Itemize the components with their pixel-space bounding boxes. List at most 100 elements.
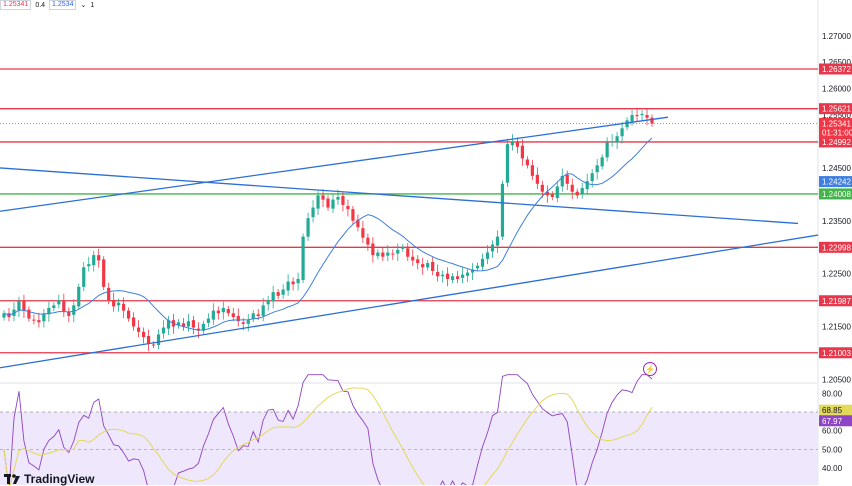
candle-body[interactable] [530,165,534,176]
candle-body[interactable] [460,274,465,278]
candle-body[interactable] [306,218,310,237]
candle-body[interactable] [67,311,71,316]
candle-body[interactable] [261,305,265,316]
candle-body[interactable] [72,305,76,315]
candle-body[interactable] [391,253,395,255]
candle-body[interactable] [32,319,36,321]
candle-body[interactable] [42,313,46,322]
candle-body[interactable] [156,334,161,345]
candle-body[interactable] [206,318,210,323]
candle-body[interactable] [585,181,589,190]
descending-trendline[interactable] [0,167,799,225]
candle-body[interactable] [161,327,166,334]
candle-body[interactable] [426,263,430,268]
candle-body[interactable] [610,141,614,143]
candle-body[interactable] [231,313,235,317]
candle-body[interactable] [241,322,245,324]
candle-body[interactable] [560,175,564,187]
candle-body[interactable] [37,320,41,323]
candle-body[interactable] [525,159,529,166]
candle-body[interactable] [515,141,520,147]
candle-body[interactable] [336,197,340,200]
candle-body[interactable] [421,264,425,268]
candle-body[interactable] [286,281,290,291]
collapse-chevron-icon[interactable]: ⌄ [80,2,87,9]
candle-body[interactable] [151,344,156,346]
candle-body[interactable] [251,313,255,320]
candle-body[interactable] [271,292,275,302]
ascending-channel-lower-trendline[interactable] [0,234,819,369]
candle-body[interactable] [92,255,96,266]
candle-body[interactable] [301,236,305,280]
candle-body[interactable] [386,252,390,256]
candle-body[interactable] [371,243,375,256]
candle-body[interactable] [381,252,385,257]
candle-body[interactable] [236,315,240,322]
candle-body[interactable] [595,165,599,173]
candle-body[interactable] [490,244,495,252]
ascending-channel-upper-trendline[interactable] [0,116,669,212]
candle-body[interactable] [311,207,315,218]
candle-body[interactable] [122,303,126,311]
candle-body[interactable] [281,289,285,295]
candle-body[interactable] [615,136,619,143]
candle-body[interactable] [401,247,405,249]
candle-body[interactable] [276,292,280,296]
candle-body[interactable] [431,262,435,271]
flash-event-icon[interactable]: ⚡ [643,362,657,376]
candle-body[interactable] [17,301,21,311]
candle-body[interactable] [456,276,460,279]
candle-body[interactable] [555,186,559,199]
candle-body[interactable] [351,209,355,221]
candle-body[interactable] [97,255,101,261]
candle-body[interactable] [27,309,31,319]
buy-price-button[interactable]: 1.2534 [49,0,77,10]
candle-body[interactable] [132,317,136,327]
candle-body[interactable] [540,184,544,192]
candle-body[interactable] [510,141,515,146]
candle-body[interactable] [77,286,81,307]
candle-body[interactable] [441,274,445,277]
rsi-signal-line[interactable] [3,387,653,485]
candle-body[interactable] [326,198,330,208]
candle-body[interactable] [166,320,171,329]
candle-body[interactable] [475,265,480,269]
candle-body[interactable] [366,237,370,245]
candle-body[interactable] [545,191,549,196]
candle-body[interactable] [640,114,644,116]
candle-body[interactable] [505,144,510,183]
candle-body[interactable] [570,184,574,192]
candle-body[interactable] [361,228,365,238]
candle-body[interactable] [406,248,410,257]
candle-body[interactable] [580,188,584,195]
candle-body[interactable] [470,269,475,273]
candle-body[interactable] [500,183,505,237]
candle-body[interactable] [22,301,26,311]
candle-body[interactable] [266,300,270,305]
candle-body[interactable] [57,300,61,305]
candle-body[interactable] [590,173,594,182]
candle-body[interactable] [291,281,295,285]
candle-body[interactable] [550,194,554,197]
candle-body[interactable] [575,191,579,196]
candle-body[interactable] [186,321,191,327]
moving-average-line[interactable] [3,137,653,331]
candle-body[interactable] [520,145,524,159]
candle-body[interactable] [650,117,654,124]
candle-body[interactable] [136,327,141,332]
candle-body[interactable] [316,195,320,209]
candle-body[interactable] [321,195,325,200]
candle-body[interactable] [256,314,260,316]
sell-price-button[interactable]: 1.25341 [0,0,32,10]
candle-body[interactable] [62,301,66,312]
candle-body[interactable] [645,115,649,118]
candle-body[interactable] [246,320,250,324]
candle-body[interactable] [82,267,86,287]
candle-body[interactable] [396,249,400,254]
candle-body[interactable] [226,309,230,314]
candle-body[interactable] [181,323,186,327]
candle-body[interactable] [605,142,609,158]
candle-body[interactable] [221,308,225,313]
candle-body[interactable] [102,259,106,287]
